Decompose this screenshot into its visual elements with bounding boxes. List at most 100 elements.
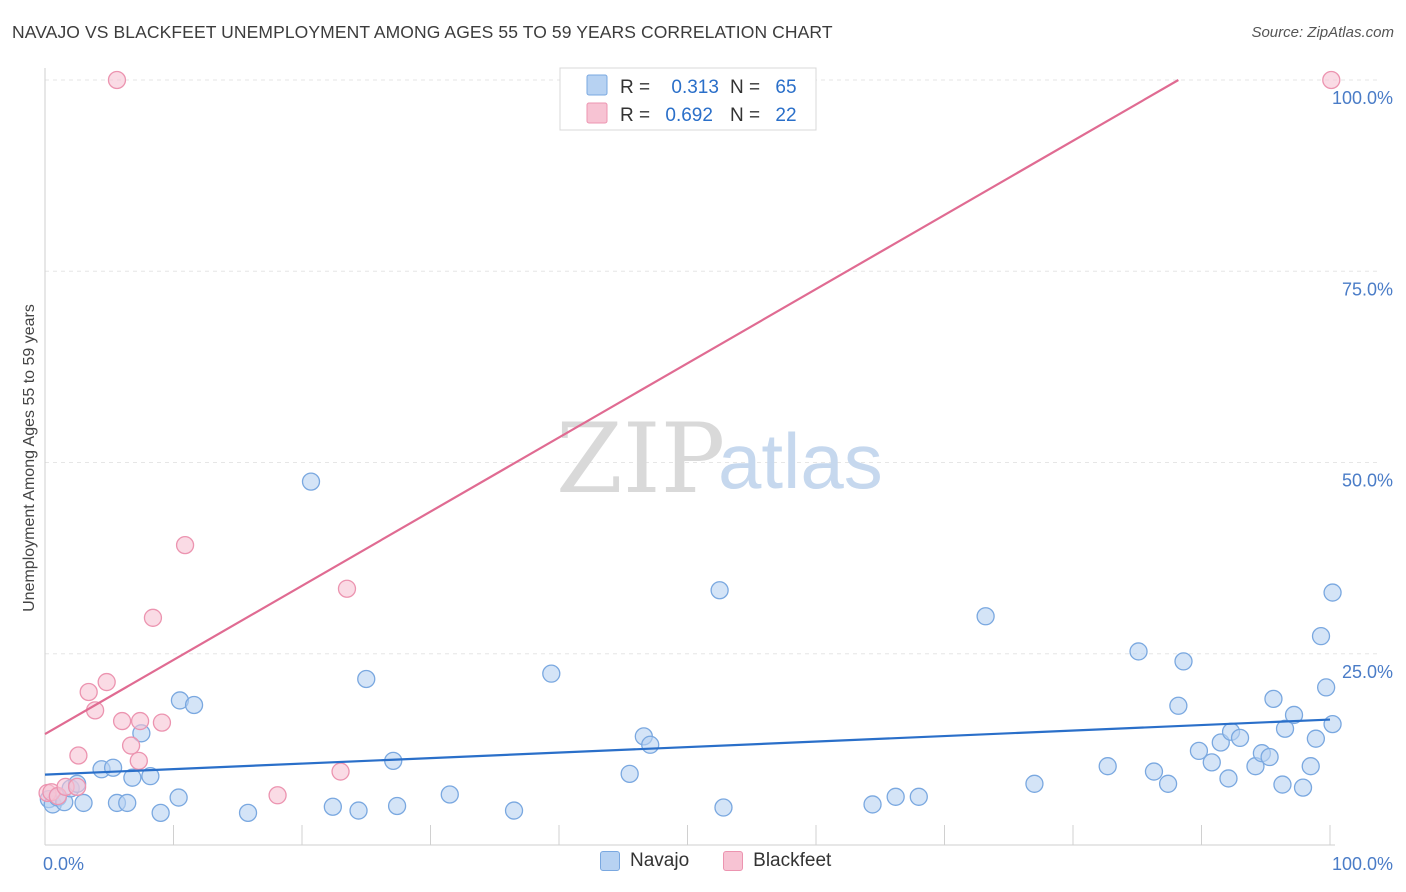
blackfeet-point-17 bbox=[268, 786, 287, 805]
navajo-point-32 bbox=[714, 798, 733, 817]
svg-text:N = 65: N = 65 bbox=[730, 77, 797, 98]
blackfeet-point-13 bbox=[130, 711, 150, 731]
navajo-point-54 bbox=[1273, 775, 1292, 794]
navajo-point-41 bbox=[1158, 774, 1178, 793]
navajo-point-43 bbox=[1174, 652, 1193, 671]
navajo-point-22 bbox=[357, 669, 376, 689]
navajo-point-28 bbox=[620, 764, 639, 784]
legend-navajo-n-label: N = bbox=[730, 77, 765, 98]
svg-text:R = 0.692: R = 0.692 bbox=[620, 105, 713, 126]
chart-title: NAVAJO VS BLACKFEET UNEMPLOYMENT AMONG A… bbox=[12, 22, 833, 42]
navajo-point-15 bbox=[169, 788, 188, 807]
legend-label-blackfeet: Blackfeet bbox=[753, 850, 832, 871]
blackfeet-point-19 bbox=[337, 579, 357, 598]
navajo-point-42 bbox=[1169, 696, 1188, 715]
y-tick-label-0: 25.0% bbox=[1342, 662, 1393, 682]
navajo-point-37 bbox=[1025, 774, 1044, 793]
blackfeet-swatch bbox=[723, 851, 744, 871]
navajo-point-52 bbox=[1260, 747, 1279, 767]
tick-labels: 25.0% 50.0% 75.0% 100.0% 0.0% 100.0% bbox=[43, 88, 1393, 874]
navajo-point-33 bbox=[863, 795, 882, 814]
y-tick-label-2: 75.0% bbox=[1342, 279, 1393, 299]
watermark-zip: ZIP bbox=[556, 403, 725, 515]
navajo-point-34 bbox=[886, 787, 905, 806]
navajo-point-6 bbox=[74, 793, 93, 813]
navajo-point-62 bbox=[1323, 714, 1342, 734]
navajo-point-11 bbox=[123, 768, 142, 787]
legend-navajo-swatch bbox=[586, 74, 608, 96]
legend-label-navajo: Navajo bbox=[630, 850, 690, 871]
navajo-point-26 bbox=[504, 801, 524, 820]
blackfeet-point-9 bbox=[107, 70, 127, 90]
blackfeet-point-4 bbox=[67, 777, 87, 797]
legend-blackfeet-r-label: R = bbox=[620, 105, 655, 126]
blackfeet-point-6 bbox=[79, 682, 98, 702]
blackfeet-point-11 bbox=[121, 736, 141, 755]
legend-blackfeet-n-label: N = bbox=[730, 105, 765, 126]
y-tick-label-1: 50.0% bbox=[1342, 471, 1393, 491]
navajo-point-60 bbox=[1311, 627, 1331, 646]
navajo-point-14 bbox=[151, 803, 170, 823]
correlation-legend: R = 0.313 N = 65 R = 0.692 N = 22 bbox=[559, 67, 817, 131]
watermark: ZIP atlas bbox=[556, 403, 883, 515]
blackfeet-trend-line bbox=[44, 79, 1179, 736]
blackfeet-point-18 bbox=[331, 762, 350, 781]
legend-navajo-r-value: 0.313 bbox=[671, 77, 719, 98]
series-legend: Navajo Blackfeet bbox=[600, 850, 865, 872]
navajo-point-17 bbox=[184, 695, 204, 715]
navajo-point-40 bbox=[1144, 762, 1164, 781]
legend-blackfeet-swatch bbox=[586, 102, 608, 124]
navajo-point-20 bbox=[323, 797, 342, 816]
navajo-point-59 bbox=[1306, 729, 1326, 748]
navajo-point-39 bbox=[1129, 642, 1148, 661]
grid-lines bbox=[45, 79, 1380, 655]
x-tick-label-0: 0.0% bbox=[43, 854, 84, 874]
navajo-point-47 bbox=[1219, 769, 1238, 788]
navajo-point-8 bbox=[103, 758, 123, 777]
navajo-point-58 bbox=[1301, 757, 1320, 776]
legend-item-navajo: Navajo bbox=[600, 850, 689, 872]
blackfeet-point-16 bbox=[175, 535, 195, 555]
trend-lines bbox=[44, 79, 1331, 776]
blackfeet-point-14 bbox=[143, 608, 163, 627]
navajo-point-18 bbox=[238, 803, 258, 823]
navajo-trend-line bbox=[44, 718, 1331, 776]
blackfeet-point-10 bbox=[112, 711, 132, 731]
navajo-point-49 bbox=[1230, 728, 1250, 748]
x-tick-label-1: 100.0% bbox=[1332, 854, 1393, 874]
legend-navajo-n-value: 65 bbox=[775, 77, 796, 98]
navajo-point-30 bbox=[641, 735, 660, 754]
navajo-point-38 bbox=[1098, 757, 1117, 776]
navajo-point-35 bbox=[909, 787, 928, 806]
navajo-point-44 bbox=[1189, 741, 1209, 761]
blackfeet-point-8 bbox=[97, 672, 116, 692]
navajo-point-19 bbox=[301, 472, 321, 491]
navajo-point-61 bbox=[1316, 678, 1336, 697]
legend-navajo-r-label: R = bbox=[620, 77, 655, 98]
navajo-point-56 bbox=[1284, 705, 1304, 725]
navajo-point-27 bbox=[542, 664, 561, 683]
source-credit: Source: ZipAtlas.com bbox=[1251, 24, 1394, 41]
y-tick-label-3: 100.0% bbox=[1332, 88, 1393, 108]
legend-blackfeet-r-value: 0.692 bbox=[665, 105, 713, 126]
blackfeet-point-5 bbox=[69, 746, 88, 765]
navajo-point-63 bbox=[1323, 583, 1342, 602]
navajo-point-55 bbox=[1275, 719, 1295, 738]
navajo-point-36 bbox=[976, 607, 995, 626]
navajo-point-57 bbox=[1293, 778, 1313, 797]
navajo-point-24 bbox=[387, 796, 407, 816]
svg-text:N = 22: N = 22 bbox=[730, 105, 797, 126]
svg-text:R = 0.313: R = 0.313 bbox=[620, 77, 719, 98]
navajo-point-25 bbox=[440, 785, 459, 804]
navajo-point-31 bbox=[710, 581, 729, 600]
navajo-points bbox=[39, 472, 1342, 823]
navajo-point-10 bbox=[118, 793, 137, 813]
axes bbox=[44, 68, 1335, 846]
blackfeet-point-15 bbox=[152, 713, 172, 732]
watermark-atlas: atlas bbox=[718, 417, 883, 505]
legend-blackfeet-n-value: 22 bbox=[775, 105, 796, 126]
navajo-point-53 bbox=[1264, 689, 1283, 709]
blackfeet-point-21 bbox=[1322, 70, 1341, 90]
legend-item-blackfeet: Blackfeet bbox=[723, 850, 831, 872]
